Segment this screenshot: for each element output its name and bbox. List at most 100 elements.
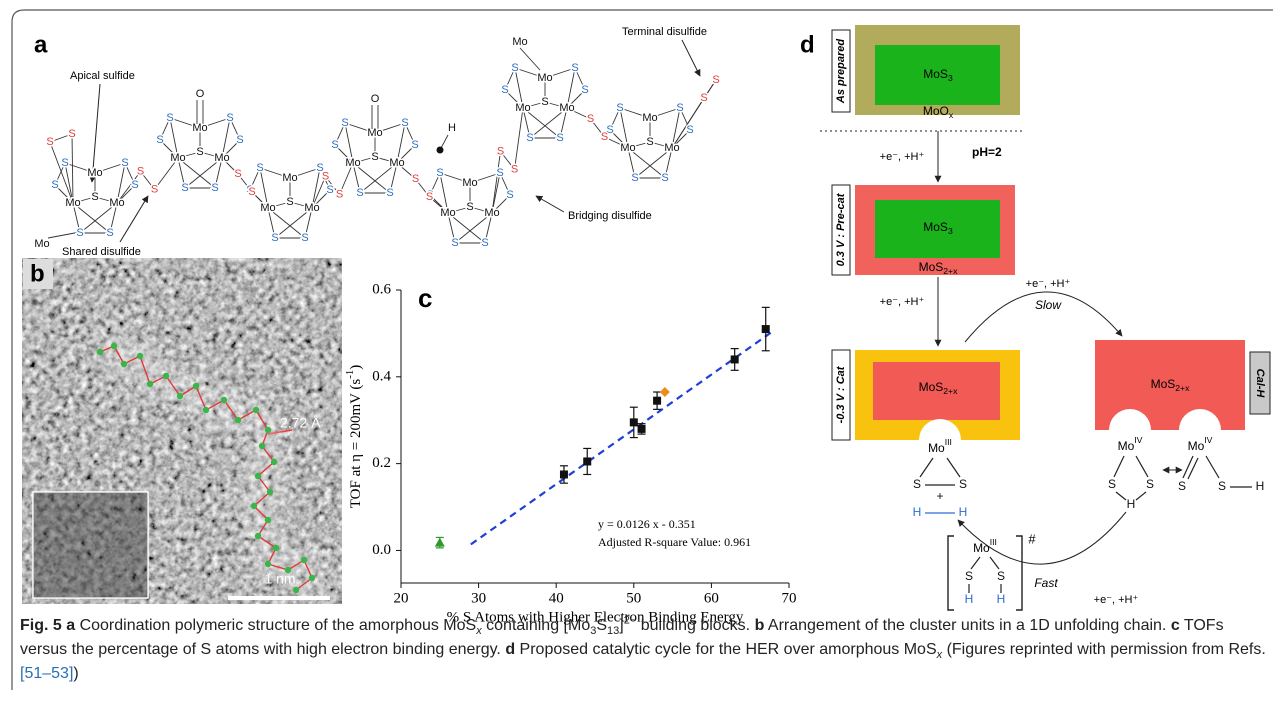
formula-sup: IV	[1204, 435, 1212, 445]
atom-label: S	[322, 170, 329, 182]
atom-label: S	[68, 128, 75, 140]
atom-label: S	[341, 117, 348, 129]
atom-label: S	[121, 157, 128, 169]
point	[731, 355, 739, 363]
cluster-dot	[221, 397, 227, 403]
point	[435, 538, 445, 547]
cluster-dot	[265, 561, 271, 567]
atom-label: Mo	[642, 112, 657, 124]
bond	[947, 458, 960, 477]
atom-label: Mo	[192, 122, 207, 134]
cluster-dot	[255, 533, 261, 539]
atom-label: S	[248, 186, 255, 198]
caption-bold: c	[1171, 617, 1180, 634]
atom-label: Mo	[87, 167, 102, 179]
site-atom: S	[1146, 477, 1154, 491]
formula-sup: -1	[344, 370, 356, 379]
panel-label: a	[34, 31, 48, 58]
cluster-dot	[97, 349, 103, 355]
cluster-dot	[293, 587, 299, 593]
cluster-dot	[265, 517, 271, 523]
cluster-dot	[259, 443, 265, 449]
annotation: Bridging disulfide	[568, 210, 652, 222]
state-label: Cal-H	[1254, 369, 1266, 399]
annotation: y = 0.0126 x - 0.351	[598, 517, 696, 531]
point	[638, 425, 646, 433]
atom-label: S	[46, 136, 53, 148]
atom-label: S	[451, 237, 458, 249]
cluster-dot	[253, 407, 259, 413]
cluster-dot	[203, 407, 209, 413]
atom-label: S	[511, 163, 518, 175]
panel-label: d	[800, 31, 815, 58]
atom-label: S	[676, 102, 683, 114]
formula-base: TOF at η = 200mV (s	[348, 379, 364, 509]
caption-sub: 13	[607, 625, 619, 637]
atom-label: S	[106, 227, 113, 239]
formula-base: Mo	[1118, 439, 1135, 453]
panel-d: d As preparedMoS3MoOx0.3 V : Pre-catMoS3…	[800, 25, 1270, 610]
atom-label: S	[497, 145, 504, 157]
atom-label: S	[271, 232, 278, 244]
step-label: +e⁻, +H⁺	[1094, 594, 1139, 606]
annotation: Adjusted R-square Value: 0.961	[598, 535, 751, 549]
atom-label: Mo	[65, 197, 80, 209]
cluster-dot	[251, 503, 257, 509]
site-atom: H	[1256, 479, 1265, 493]
atom-label: S	[51, 179, 58, 191]
y-tick-label: 0.0	[372, 542, 391, 558]
atom-label: S	[556, 132, 563, 144]
point	[653, 397, 661, 405]
rate-label: Fast	[1034, 576, 1058, 590]
atom-label: S	[137, 165, 144, 177]
atom-label: S	[541, 96, 548, 108]
atom-label: S	[401, 117, 408, 129]
atom-label: S	[131, 179, 138, 191]
panel-c: 0.00.20.40.6203040506070% S Atoms with H…	[344, 281, 796, 625]
x-tick-label: 60	[704, 590, 719, 606]
state-label: 0.3 V : Pre-cat	[835, 192, 847, 266]
formula-sup: IV	[1134, 435, 1142, 445]
atom-label: S	[326, 184, 333, 196]
condition: pH=2	[972, 145, 1002, 159]
atom-label: S	[526, 132, 533, 144]
site-atom: S	[1178, 479, 1186, 493]
atom-label: Mo	[389, 157, 404, 169]
atom-label: S	[501, 84, 508, 96]
atom-label: S	[646, 136, 653, 148]
site-atom: S	[997, 569, 1005, 583]
atom-label: Mo	[282, 172, 297, 184]
atom-label: S	[581, 84, 588, 96]
atom-label: S	[356, 187, 363, 199]
atom-label: Mo	[304, 202, 319, 214]
radical-dot	[437, 147, 444, 154]
cluster-dot	[193, 383, 199, 389]
bond	[515, 108, 524, 170]
caption-plain: building blocks.	[636, 617, 754, 634]
fit-line	[471, 331, 774, 545]
state-label: As prepared	[835, 39, 847, 104]
x-tick-label: 20	[394, 590, 409, 606]
atom-label: S	[481, 237, 488, 249]
atom-label: S	[511, 62, 518, 74]
cluster-dot	[267, 489, 273, 495]
atom-label: S	[496, 167, 503, 179]
point	[762, 325, 770, 333]
atom-label: Mo	[664, 142, 679, 154]
point	[560, 470, 568, 478]
step-label: +e⁻, +H⁺	[880, 296, 925, 308]
atom-label: S	[196, 146, 203, 158]
point	[660, 387, 670, 397]
formula-sub: 3	[948, 73, 953, 83]
metal-center: MoIII	[973, 537, 997, 555]
y-tick-label: 0.2	[372, 455, 391, 471]
bond	[990, 557, 999, 569]
cluster-dot	[147, 381, 153, 387]
atom-label: O	[196, 88, 205, 100]
cycle-arrow	[958, 512, 1126, 564]
atom-label: S	[211, 182, 218, 194]
formula-base: MoS	[923, 67, 948, 81]
atom-label: S	[571, 62, 578, 74]
atom-label: Mo	[260, 202, 275, 214]
caption-link[interactable]: [51–53]	[20, 665, 73, 682]
